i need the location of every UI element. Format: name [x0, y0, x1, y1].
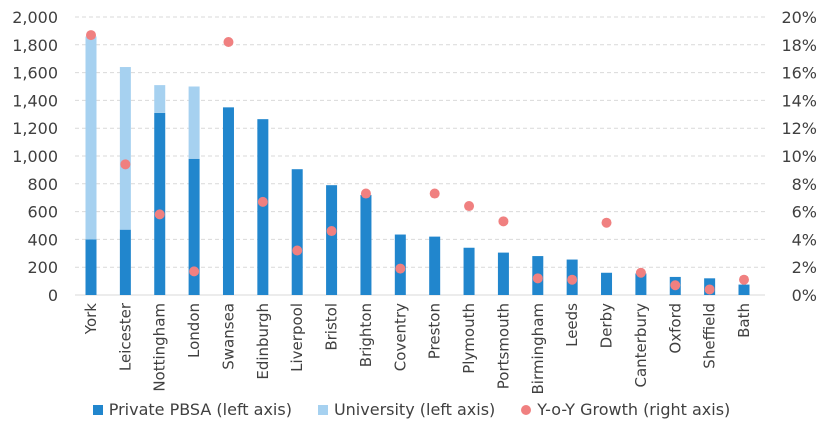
x-tick-label: Swansea: [219, 303, 237, 370]
point-growth-brighton: [360, 188, 371, 199]
bar-private-canterbury: [635, 273, 647, 295]
point-growth-oxford: [670, 280, 681, 291]
bar-private-portsmouth: [497, 252, 509, 295]
bar-private-bristol: [326, 185, 338, 295]
y-left-tick-label: 1,600: [12, 64, 58, 83]
x-tick-label: Bath: [735, 303, 753, 338]
bar-private-liverpool: [291, 169, 303, 295]
y-right-tick-label: 20%: [781, 8, 817, 27]
x-tick-label: London: [185, 303, 203, 358]
x-tick-label: Leeds: [563, 303, 581, 347]
y-right-tick-label: 2%: [792, 258, 817, 277]
legend-item-private: Private PBSA (left axis): [92, 400, 292, 419]
x-tick-label: York: [82, 303, 100, 336]
y-left-tick-label: 600: [27, 203, 58, 222]
bar-private-plymouth: [463, 247, 475, 295]
x-tick-label: Sheffield: [701, 303, 719, 369]
legend-item-growth: Y-o-Y Growth (right axis): [521, 400, 730, 419]
bar-private-derby: [601, 272, 613, 295]
x-tick-label: Nottingham: [151, 303, 169, 392]
x-tick-label: Oxford: [666, 303, 684, 354]
legend-label: Y-o-Y Growth (right axis): [537, 400, 731, 419]
y-right-tick-label: 16%: [781, 64, 817, 83]
legend-label: Private PBSA (left axis): [108, 400, 292, 419]
point-growth-coventry: [395, 263, 406, 274]
y-right-tick-label: 14%: [781, 91, 817, 110]
point-growth-york: [86, 30, 96, 41]
y-left-tick-label: 1,400: [12, 91, 58, 110]
y-left-tick-label: 1,800: [12, 36, 58, 55]
point-growth-liverpool: [292, 245, 303, 256]
bar-private-york: [85, 239, 97, 295]
y-left-tick-label: 1,200: [12, 119, 58, 138]
legend-item-university: University (left axis): [317, 400, 496, 419]
y-left-tick-label: 400: [27, 230, 58, 249]
y-right-tick-label: 8%: [792, 175, 817, 194]
point-growth-swansea: [223, 37, 234, 48]
bar-university-leicester: [119, 67, 131, 230]
y-right-tick-label: 4%: [792, 230, 817, 249]
y-left-tick-label: 200: [27, 258, 58, 277]
x-tick-label: Bristol: [323, 303, 341, 351]
y-left-tick-label: 1,000: [12, 147, 58, 166]
legend-swatch-private: [92, 404, 103, 415]
x-tick-label: Edinburgh: [254, 303, 272, 380]
x-tick-label: Birmingham: [529, 303, 547, 394]
y-left-tick-label: 800: [27, 175, 58, 194]
point-growth-sheffield: [704, 284, 715, 295]
point-growth-edinburgh: [257, 196, 268, 207]
point-growth-leeds: [567, 274, 578, 285]
x-tick-label: Leicester: [116, 302, 134, 371]
point-growth-canterbury: [635, 267, 646, 278]
y-left-tick-label: 0: [48, 286, 58, 305]
x-tick-label: Brighton: [357, 303, 375, 367]
legend-swatch-university: [317, 404, 328, 415]
point-growth-plymouth: [464, 201, 475, 212]
chart: 0 0% 200 2% 400 4% 600 6% 800 8% 1,000 10% 1,200 12% 1…: [12, 8, 817, 394]
bar-private-leicester: [119, 229, 131, 295]
point-growth-preston: [429, 188, 440, 199]
y-right-tick-label: 0%: [792, 286, 817, 305]
point-growth-bristol: [326, 226, 337, 237]
y-left-tick-label: 2,000: [12, 8, 58, 27]
bar-private-edinburgh: [257, 119, 269, 295]
legend-label: University (left axis): [333, 400, 496, 419]
x-tick-label: Liverpool: [288, 303, 306, 372]
y-right-tick-label: 10%: [781, 147, 817, 166]
point-growth-portsmouth: [498, 216, 509, 227]
legend: Private PBSA (left axis) University (lef…: [0, 400, 823, 419]
point-growth-london: [189, 266, 200, 277]
point-growth-bath: [739, 274, 749, 285]
y-right-tick-label: 6%: [792, 203, 817, 222]
point-growth-leicester: [120, 159, 131, 170]
legend-swatch-growth: [521, 404, 532, 415]
bar-private-swansea: [222, 107, 234, 295]
bar-university-london: [188, 86, 200, 159]
point-growth-nottingham: [154, 209, 165, 220]
x-tick-label: Portsmouth: [494, 303, 512, 389]
bar-university-nottingham: [154, 85, 166, 113]
bar-private-preston: [429, 236, 441, 295]
x-tick-label: Canterbury: [632, 303, 650, 388]
x-tick-label: Plymouth: [460, 303, 478, 374]
x-tick-label: Derby: [598, 303, 616, 348]
x-tick-label: Preston: [426, 303, 444, 359]
x-tick-label: Coventry: [391, 303, 409, 371]
point-growth-derby: [601, 217, 612, 228]
y-right-tick-label: 12%: [781, 119, 817, 138]
bar-private-brighton: [360, 194, 372, 295]
bar-private-nottingham: [154, 112, 166, 295]
y-right-tick-label: 18%: [781, 36, 817, 55]
bar-private-bath: [738, 284, 750, 295]
bar-private-london: [188, 158, 200, 295]
bar-university-york: [85, 36, 97, 240]
point-growth-birmingham: [532, 273, 543, 284]
